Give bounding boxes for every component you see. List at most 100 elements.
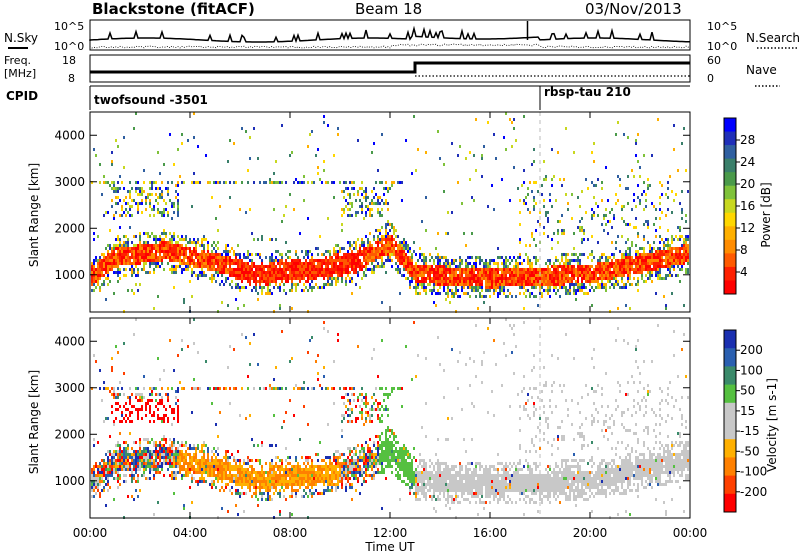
velocity-cell [281,426,283,429]
velocity-cell [187,453,189,456]
power-cell [141,190,143,193]
power-cell [627,238,629,241]
power-cell [547,289,549,292]
power-cell [141,199,143,202]
power-cell [101,259,103,262]
velocity-cell [125,453,127,456]
velocity-cell [221,507,223,510]
power-cell [131,262,133,265]
power-cell [449,289,451,292]
power-cell [481,280,483,283]
power-cell [491,280,493,283]
velocity-cell [103,471,105,474]
power-cell [215,250,217,253]
power-cell [577,283,579,286]
velocity-cell [273,468,275,471]
power-cell [137,253,139,256]
power-cell [385,199,387,202]
power-cell [609,265,611,268]
velocity-cell [279,471,281,474]
power-cell [591,151,593,154]
velocity-cell [123,456,125,459]
power-cell [487,262,489,265]
power-cell [679,247,681,250]
velocity-cell [235,459,237,462]
velocity-cell [117,477,119,480]
power-cell [353,271,355,274]
power-cell [533,280,535,283]
power-cell [101,265,103,268]
power-cell [143,247,145,250]
power-cell [231,268,233,271]
velocity-cell [137,480,139,483]
power-cell [637,265,639,268]
velocity-cell [213,480,215,483]
power-cell [131,268,133,271]
power-cell [239,271,241,274]
power-cell [349,196,351,199]
power-cell [413,241,415,244]
power-cell [557,259,559,262]
power-cell [153,205,155,208]
power-cell [583,274,585,277]
power-cell [425,271,427,274]
power-cell [327,250,329,253]
velocity-cell [287,456,289,459]
power-cell [595,265,597,268]
velocity-cell [139,465,141,468]
power-cell [575,274,577,277]
velocity-cell [231,468,233,471]
power-cell [519,268,521,271]
power-cell [217,247,219,250]
power-cell [659,253,661,256]
power-cell [503,265,505,268]
power-cell [159,238,161,241]
velocity-cell [249,489,251,492]
velocity-cell [113,420,115,423]
power-cell [187,241,189,244]
power-cell [595,271,597,274]
power-cell [349,280,351,283]
velocity-cell [183,468,185,471]
power-cell [229,262,231,265]
nsky-tick-top: 10^5 [54,20,84,33]
power-cell [523,292,525,295]
velocity-cell [295,480,297,483]
power-cell [533,283,535,286]
power-cell [563,232,565,235]
velocity-cell [199,462,201,465]
velocity-cell [117,453,119,456]
power-cell [389,238,391,241]
power-cell [211,280,213,283]
velocity-cell [95,360,97,363]
power-cell [581,217,583,220]
power-cell [171,271,173,274]
velocity-cell [93,438,95,441]
power-cell [103,265,105,268]
power-cell [459,265,461,268]
power-cell [173,211,175,214]
power-cell [661,259,663,262]
power-cell [439,280,441,283]
power-cell [543,289,545,292]
power-cell [627,265,629,268]
power-cell [355,247,357,250]
velocity-cell [243,510,245,513]
power-cell [115,238,117,241]
power-cell [141,256,143,259]
velocity-cell [117,471,119,474]
velocity-cell [267,489,269,492]
power-cell [643,154,645,157]
power-cell [647,184,649,187]
power-cell [565,259,567,262]
power-cell [503,274,505,277]
power-cell [529,283,531,286]
velocity-cell [243,483,245,486]
power-cell [677,274,679,277]
power-cell [399,271,401,274]
velocity-cell [233,348,235,351]
power-cell [639,202,641,205]
power-cell [649,244,651,247]
power-cell [129,262,131,265]
power-cell [591,271,593,274]
